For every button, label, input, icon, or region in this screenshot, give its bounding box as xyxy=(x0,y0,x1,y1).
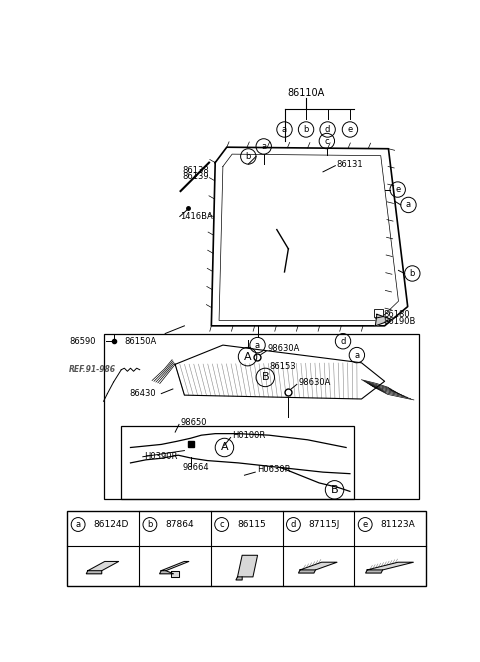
Text: 98630A: 98630A xyxy=(267,344,300,354)
Text: 86139: 86139 xyxy=(183,172,209,181)
Text: c: c xyxy=(219,520,224,529)
Text: 86590: 86590 xyxy=(69,337,96,346)
Text: 86153: 86153 xyxy=(269,362,296,371)
Text: 86138: 86138 xyxy=(183,166,210,175)
Polygon shape xyxy=(175,345,384,399)
Text: a: a xyxy=(255,340,260,350)
Polygon shape xyxy=(161,561,189,571)
Text: b: b xyxy=(409,269,415,278)
Text: a: a xyxy=(75,520,81,529)
Polygon shape xyxy=(160,571,173,574)
Text: a: a xyxy=(282,125,287,134)
Polygon shape xyxy=(171,571,179,577)
Polygon shape xyxy=(88,561,119,571)
Text: d: d xyxy=(291,520,296,529)
Text: 86190B: 86190B xyxy=(383,318,415,326)
Text: 86180: 86180 xyxy=(383,310,410,319)
Text: e: e xyxy=(395,185,400,194)
Polygon shape xyxy=(238,555,258,577)
Text: a: a xyxy=(406,201,411,209)
Text: A: A xyxy=(221,442,228,453)
Bar xyxy=(121,426,354,499)
Text: 86430: 86430 xyxy=(129,389,156,398)
Text: 86115: 86115 xyxy=(237,520,266,529)
Polygon shape xyxy=(366,570,383,573)
Text: b: b xyxy=(246,152,251,161)
Polygon shape xyxy=(375,314,392,326)
Text: H0100R: H0100R xyxy=(232,431,265,440)
Text: d: d xyxy=(325,125,330,134)
Text: A: A xyxy=(244,352,252,361)
Text: 1416BA: 1416BA xyxy=(180,212,213,221)
Text: d: d xyxy=(340,337,346,346)
Bar xyxy=(104,334,419,499)
Text: e: e xyxy=(348,125,353,134)
Text: H0390R: H0390R xyxy=(144,452,178,461)
Text: B: B xyxy=(262,373,269,383)
Text: 87115J: 87115J xyxy=(309,520,340,529)
Text: b: b xyxy=(147,520,153,529)
Polygon shape xyxy=(86,571,102,574)
Text: 98650: 98650 xyxy=(180,418,207,426)
Polygon shape xyxy=(236,577,242,580)
Text: REF.91-986: REF.91-986 xyxy=(69,365,116,374)
Text: 86131: 86131 xyxy=(337,160,363,169)
Text: c: c xyxy=(324,136,329,146)
Polygon shape xyxy=(300,562,337,570)
Text: e: e xyxy=(362,520,368,529)
Text: 81123A: 81123A xyxy=(381,520,415,529)
Text: b: b xyxy=(303,125,309,134)
Text: a: a xyxy=(261,142,266,151)
Text: 87864: 87864 xyxy=(165,520,194,529)
Text: 86110A: 86110A xyxy=(288,88,324,98)
Text: 86124D: 86124D xyxy=(94,520,129,529)
Text: 86150A: 86150A xyxy=(124,337,156,346)
Text: H0630R: H0630R xyxy=(258,465,291,475)
Polygon shape xyxy=(299,570,315,573)
Text: 98630A: 98630A xyxy=(299,377,331,387)
Text: 98664: 98664 xyxy=(183,463,209,472)
Text: a: a xyxy=(354,351,360,359)
Bar xyxy=(374,309,383,316)
Text: B: B xyxy=(331,485,338,495)
Polygon shape xyxy=(367,562,413,570)
Bar xyxy=(67,510,426,586)
